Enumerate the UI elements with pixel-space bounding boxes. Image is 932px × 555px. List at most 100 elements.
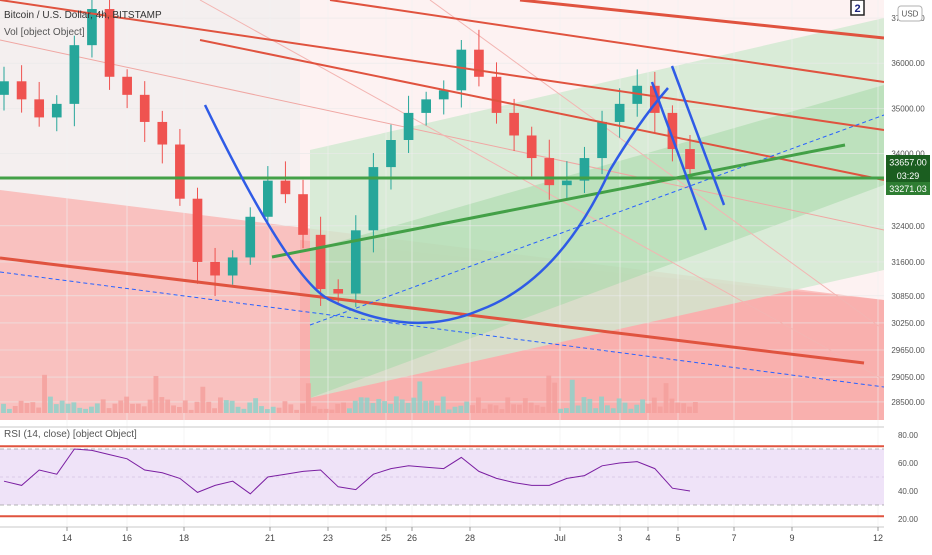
drawing-badge-label: 2	[854, 3, 860, 15]
time-tick-label: 14	[62, 533, 72, 543]
time-tick-label: 18	[179, 533, 189, 543]
volume-bar	[687, 407, 692, 413]
volume-bar	[236, 407, 241, 413]
volume-bar	[259, 406, 264, 413]
candle-body	[210, 262, 220, 276]
candle-body	[474, 50, 484, 77]
volume-bar	[535, 405, 540, 413]
volume-bar	[253, 398, 258, 413]
volume-bar	[241, 409, 246, 413]
volume-bar	[189, 410, 194, 413]
volume-bar	[13, 406, 18, 413]
time-tick-label: 3	[617, 533, 622, 543]
volume-bar	[370, 403, 375, 413]
countdown-label: 03:29	[897, 171, 920, 181]
volume-bar	[599, 397, 604, 413]
volume-bar	[335, 404, 340, 413]
volume-bar	[7, 409, 12, 413]
price-tick-label: 30250.00	[891, 319, 925, 328]
rsi-tick-label: 40.00	[898, 487, 919, 496]
candle-body	[157, 122, 167, 145]
volume-bar	[247, 402, 252, 413]
volume-bar	[107, 408, 112, 413]
volume-bar	[329, 410, 334, 413]
volume-bar	[324, 409, 329, 413]
volume-bar	[19, 401, 24, 413]
volume-bar	[300, 404, 305, 413]
candle-body	[316, 235, 326, 289]
candle-body	[597, 122, 607, 158]
volume-bar	[388, 404, 393, 413]
candle-body	[492, 77, 502, 113]
volume-bar	[658, 407, 663, 413]
volume-bar	[1, 404, 6, 413]
volume-bar	[54, 404, 59, 413]
time-tick-label: 5	[675, 533, 680, 543]
volume-bar	[101, 399, 106, 413]
candle-body	[52, 104, 62, 118]
volume-bar	[83, 409, 88, 413]
volume-bar	[623, 403, 628, 413]
time-tick-label: 12	[873, 533, 883, 543]
volume-bar	[400, 399, 405, 413]
volume-bar	[435, 406, 440, 413]
rsi-tick-label: 20.00	[898, 515, 919, 524]
rsi-tick-label: 60.00	[898, 459, 919, 468]
volume-bar	[611, 408, 616, 413]
volume-bar	[347, 408, 352, 413]
candle-body	[34, 99, 44, 117]
candle-body	[527, 135, 537, 158]
volume-bar	[499, 409, 504, 413]
volume-bar	[206, 402, 211, 413]
volume-bar	[382, 401, 387, 413]
volume-bar	[288, 404, 293, 413]
volume-bar	[95, 403, 100, 413]
time-tick-label: 4	[645, 533, 650, 543]
volume-bar	[218, 397, 223, 413]
volume-bar	[318, 409, 323, 413]
time-tick-label: 16	[122, 533, 132, 543]
currency-button-label: USD	[902, 10, 919, 19]
volume-bar	[634, 405, 639, 413]
rsi-tick-label: 80.00	[898, 431, 919, 440]
time-tick-label: 21	[265, 533, 275, 543]
time-tick-label: 28	[465, 533, 475, 543]
volume-bar	[488, 404, 493, 413]
time-tick-label: 23	[323, 533, 333, 543]
candle-body	[281, 181, 291, 195]
volume-bar	[42, 375, 47, 413]
candle-body	[333, 289, 343, 294]
volume-bar	[71, 402, 76, 413]
volume-bar	[681, 403, 686, 413]
volume-bar	[605, 405, 610, 413]
candle-body	[17, 81, 27, 99]
volume-bar	[411, 398, 416, 413]
volume-bar	[523, 398, 528, 413]
volume-bar	[453, 407, 458, 413]
volume-bar	[25, 403, 30, 413]
volume-bar	[359, 397, 364, 413]
volume-bar	[148, 400, 153, 413]
volume-bar	[529, 402, 534, 413]
candle-body	[685, 149, 695, 169]
volume-bar	[271, 407, 276, 413]
volume-bar	[159, 397, 164, 413]
volume-bar	[423, 401, 428, 413]
candle-body	[298, 194, 308, 235]
volume-bar	[306, 383, 311, 413]
volume-bar	[593, 408, 598, 413]
candle-body	[509, 113, 519, 136]
candle-body	[122, 77, 132, 95]
volume-bar	[582, 397, 587, 413]
volume-bar	[142, 406, 147, 413]
price-tick-label: 32400.00	[891, 222, 925, 231]
volume-bar	[587, 399, 592, 413]
time-tick-label: 7	[731, 533, 736, 543]
volume-bar	[212, 408, 217, 413]
volume-bar	[48, 397, 53, 413]
price-tick-label: 28500.00	[891, 398, 925, 407]
volume-bar	[540, 407, 545, 413]
volume-bar	[429, 401, 434, 413]
